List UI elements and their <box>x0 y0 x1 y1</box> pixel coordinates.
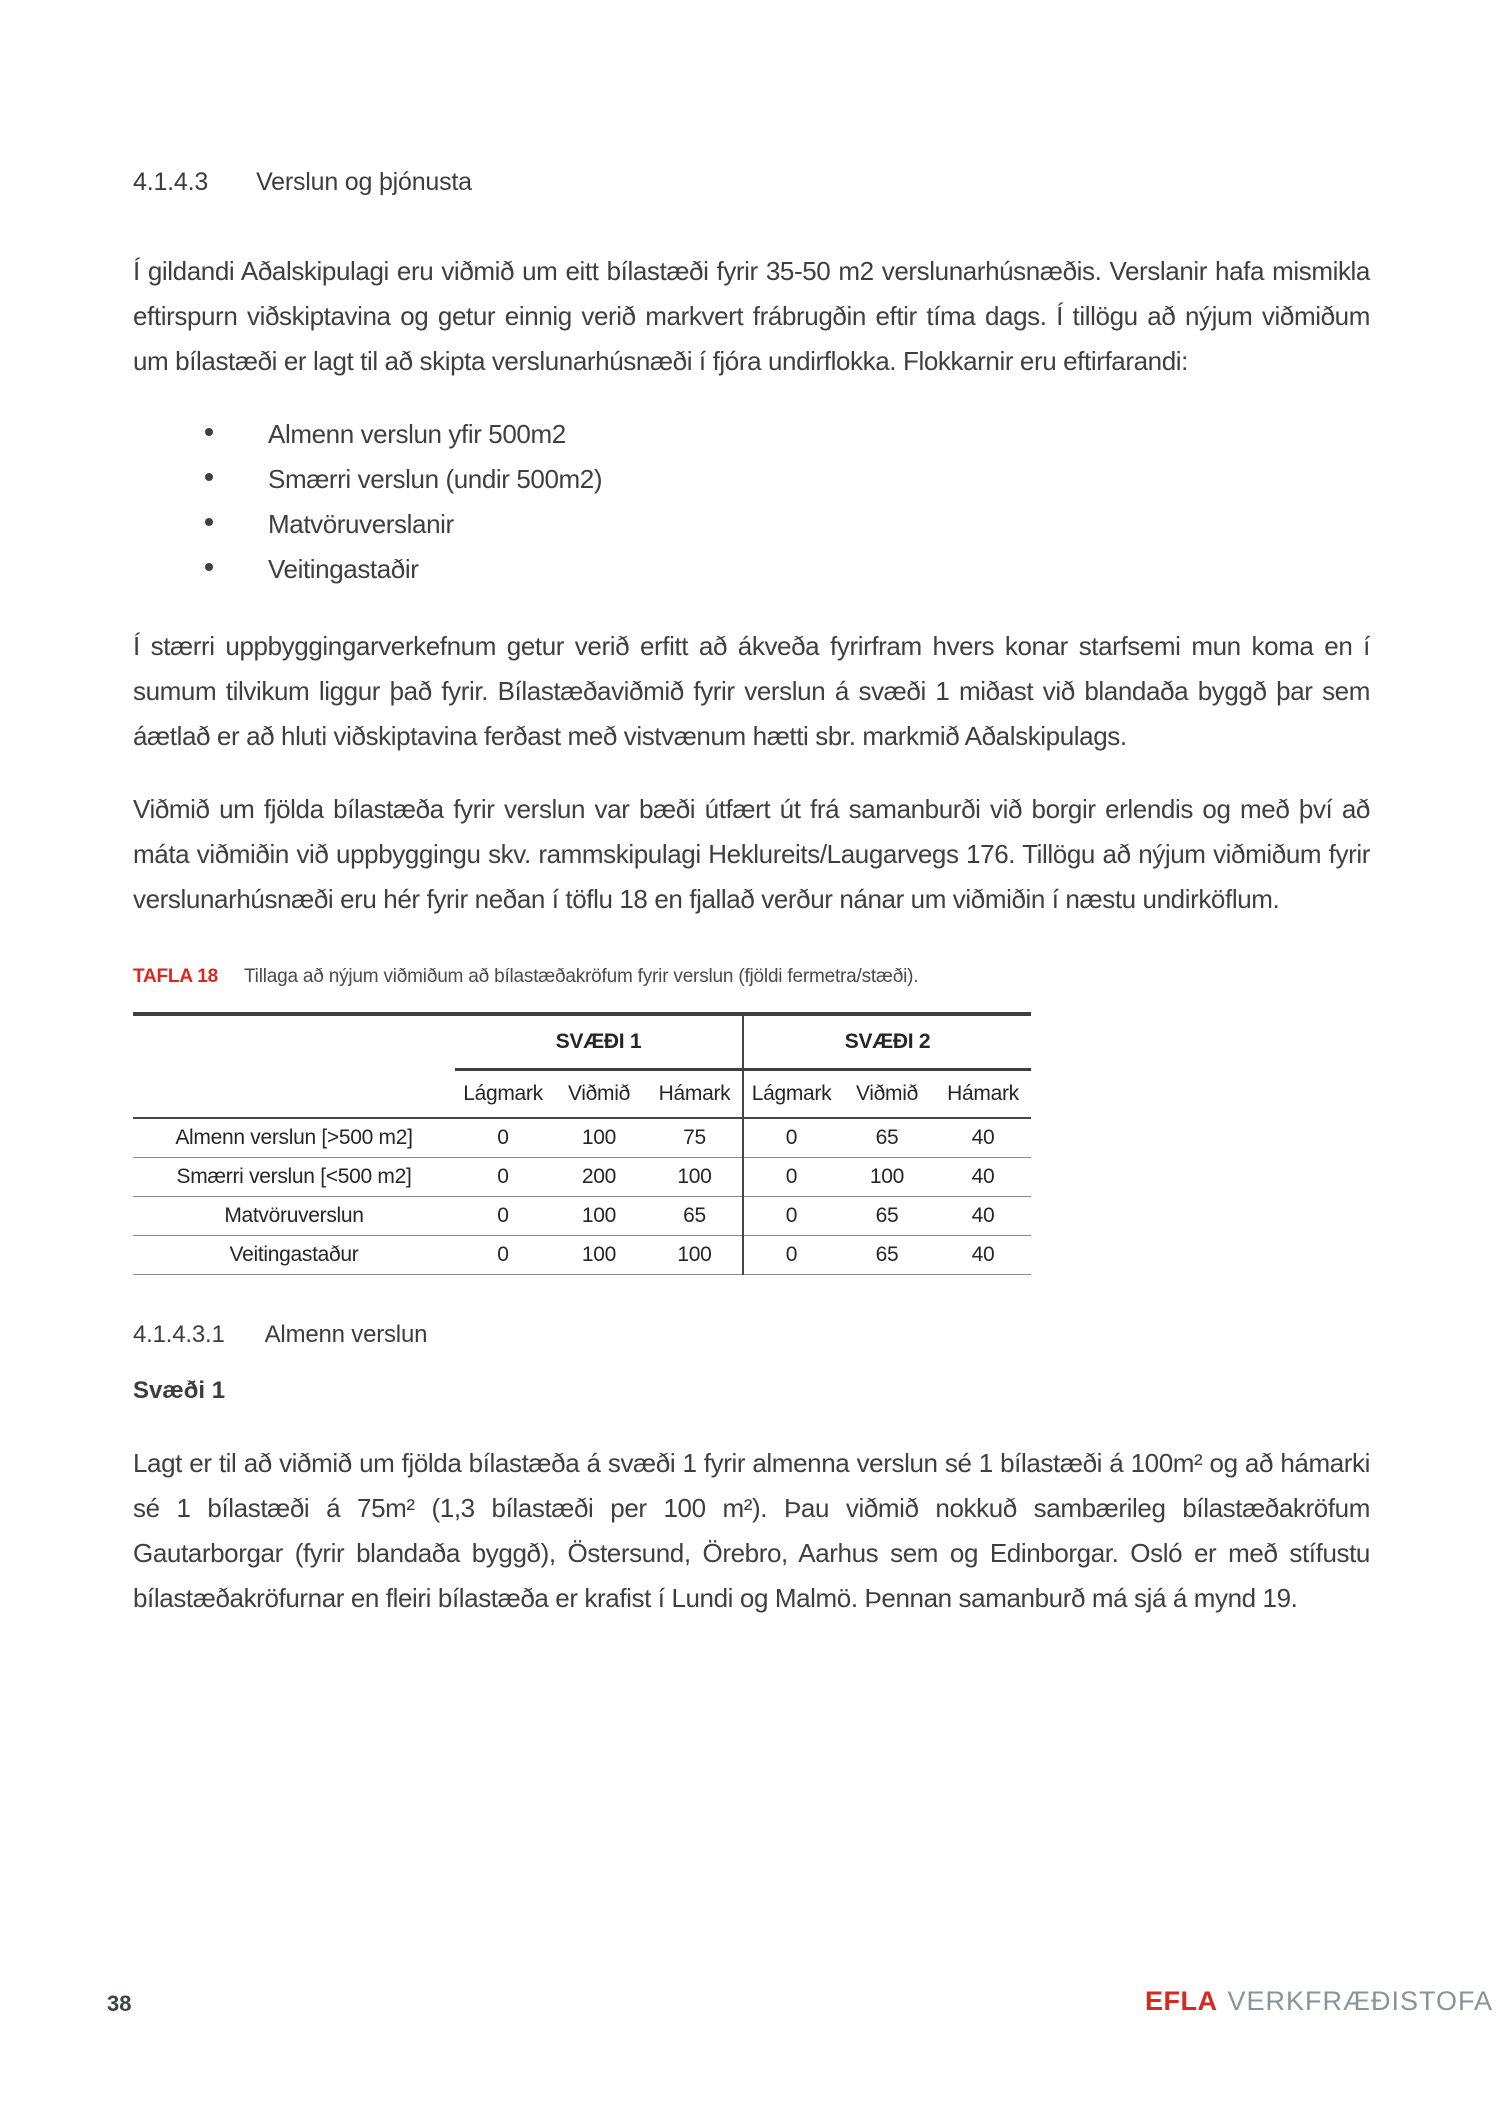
cell-value: 100 <box>647 1157 744 1197</box>
cell-value: 65 <box>839 1196 935 1236</box>
cell-value: 40 <box>935 1235 1031 1275</box>
brand-suffix: VERKFRÆÐISTOFA <box>1227 1986 1494 2016</box>
table-row: Veitingastaður 0 100 100 0 65 40 <box>133 1235 1031 1275</box>
area-heading: Svæði 1 <box>133 1377 226 1404</box>
subsection-heading: 4.1.4.3.1 Almenn verslun <box>133 1321 1370 1349</box>
cell-value: 0 <box>455 1196 551 1236</box>
table-header: SVÆÐI 1 SVÆÐI 2 Lágmark Viðmið Hámark Lá… <box>133 1012 1031 1119</box>
column-header: Lágmark <box>743 1069 839 1119</box>
brand-name: EFLA <box>1145 1986 1218 2016</box>
bullet-icon <box>205 473 213 481</box>
cell-value: 75 <box>647 1118 744 1158</box>
page-number: 38 <box>107 1991 132 2016</box>
list-item: Veitingastaðir <box>133 547 1370 592</box>
section-title: Verslun og þjónusta <box>256 168 472 196</box>
cell-value: 0 <box>455 1235 551 1275</box>
cell-value: 40 <box>935 1196 1031 1236</box>
table-row: Smærri verslun [<500 m2] 0 200 100 0 100 40 <box>133 1157 1031 1197</box>
cell-value: 65 <box>839 1235 935 1275</box>
row-label: Almenn verslun [>500 m2] <box>133 1118 455 1158</box>
cell-value: 100 <box>647 1235 744 1275</box>
subsection-number: 4.1.4.3.1 <box>133 1321 225 1348</box>
cell-value: 100 <box>551 1118 647 1158</box>
cell-value: 40 <box>935 1157 1031 1197</box>
table-caption-text: Tillaga að nýjum viðmiðum að bílastæðakr… <box>243 966 919 987</box>
table-row: Matvöruverslun 0 100 65 0 65 40 <box>133 1196 1031 1236</box>
cell-value: 0 <box>743 1235 839 1275</box>
paragraph: Lagt er til að viðmið um fjölda bílastæð… <box>133 1448 1370 1613</box>
cell-value: 100 <box>551 1235 647 1275</box>
table-row: Almenn verslun [>500 m2] 0 100 75 0 65 40 <box>133 1118 1031 1158</box>
cell-value: 0 <box>455 1157 551 1197</box>
column-header: Viðmið <box>551 1069 647 1119</box>
table-subheader-row: Lágmark Viðmið Hámark Lágmark Viðmið Hám… <box>133 1069 1031 1119</box>
cell-value: 100 <box>839 1157 935 1197</box>
column-header: Hámark <box>647 1069 744 1119</box>
bullet-label: Veitingastaðir <box>268 554 419 584</box>
bullet-icon <box>205 518 213 526</box>
cell-value: 0 <box>455 1118 551 1158</box>
empty-header-cell <box>133 1069 455 1119</box>
page-content: 4.1.4.3 Verslun og þjónusta Í gildandi A… <box>133 168 1370 1613</box>
cell-value: 65 <box>839 1118 935 1158</box>
table-body: Almenn verslun [>500 m2] 0 100 75 0 65 40 Smærr… <box>133 1118 1031 1275</box>
bullet-icon <box>205 428 213 436</box>
table-caption: TAFLA 18 Tillaga að nýjum viðmiðum að bíl… <box>133 966 1370 988</box>
empty-header-cell <box>133 1012 455 1070</box>
cell-value: 0 <box>743 1157 839 1197</box>
cell-value: 65 <box>647 1196 744 1236</box>
column-header: Hámark <box>935 1069 1031 1119</box>
cell-value: 100 <box>551 1196 647 1236</box>
cell-value: 0 <box>743 1118 839 1158</box>
row-label: Veitingastaður <box>133 1235 455 1275</box>
cell-value: 200 <box>551 1157 647 1197</box>
bullet-icon <box>205 563 213 571</box>
bullet-label: Almenn verslun yfir 500m2 <box>268 419 566 449</box>
parking-requirements-table: SVÆÐI 1 SVÆÐI 2 Lágmark Viðmið Hámark Lá… <box>133 1012 1031 1275</box>
footer-brand-logo: EFLA VERKFRÆÐISTOFA <box>1145 1986 1493 2017</box>
column-group-svaedi-1: SVÆÐI 1 <box>455 1012 744 1071</box>
bullet-label: Smærri verslun (undir 500m2) <box>268 464 603 494</box>
column-header: Viðmið <box>839 1069 935 1119</box>
row-label: Smærri verslun [<500 m2] <box>133 1157 455 1197</box>
section-heading: 4.1.4.3 Verslun og þjónusta <box>133 168 1370 197</box>
list-item: Matvöruverslanir <box>133 502 1370 547</box>
subsection-title: Almenn verslun <box>264 1321 428 1348</box>
row-label: Matvöruverslun <box>133 1196 455 1236</box>
section-number: 4.1.4.3 <box>133 168 209 196</box>
list-item: Smærri verslun (undir 500m2) <box>133 457 1370 502</box>
table-caption-label: TAFLA 18 <box>133 966 218 987</box>
paragraph: Viðmið um fjölda bílastæða fyrir verslun… <box>133 794 1370 914</box>
bullet-label: Matvöruverslanir <box>268 509 454 539</box>
column-header: Lágmark <box>455 1069 551 1119</box>
column-group-svaedi-2: SVÆÐI 2 <box>743 1012 1031 1071</box>
cell-value: 0 <box>743 1196 839 1236</box>
paragraph: Í gildandi Aðalskipulagi eru viðmið um e… <box>133 256 1370 376</box>
list-item: Almenn verslun yfir 500m2 <box>133 412 1370 457</box>
bullet-list: Almenn verslun yfir 500m2 Smærri verslun… <box>133 412 1370 592</box>
table-group-row: SVÆÐI 1 SVÆÐI 2 <box>133 1012 1031 1071</box>
cell-value: 40 <box>935 1118 1031 1158</box>
paragraph: Í stærri uppbyggingarverkefnum getur ver… <box>133 631 1370 751</box>
